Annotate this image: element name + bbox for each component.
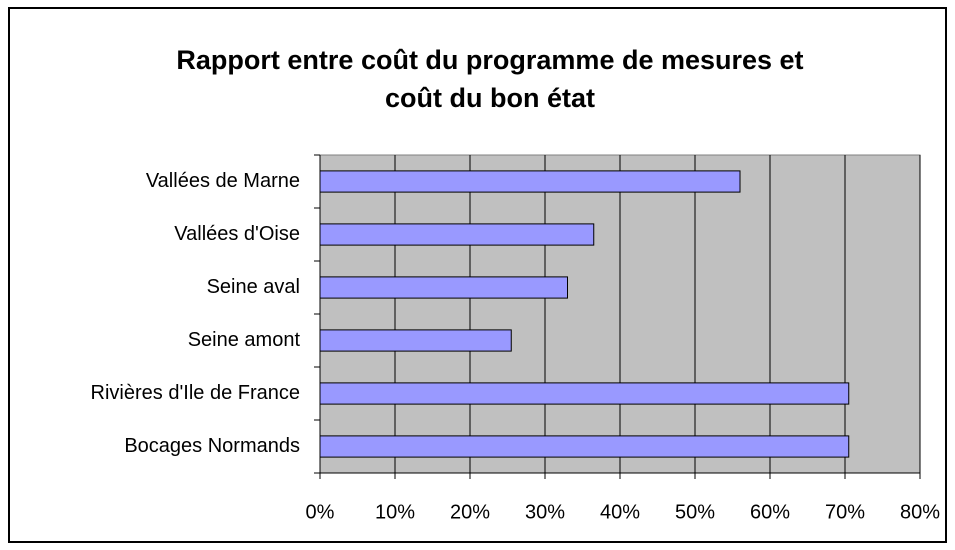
y-tick-label: Vallées d'Oise bbox=[174, 223, 300, 245]
y-tick-label: Bocages Normands bbox=[124, 435, 300, 457]
bar bbox=[319, 276, 568, 299]
bar bbox=[319, 435, 850, 458]
x-tick-label: 20% bbox=[450, 501, 490, 523]
y-tick-label: Vallées de Marne bbox=[146, 170, 300, 192]
x-tick-label: 40% bbox=[600, 501, 640, 523]
chart-title: Rapport entre coût du programme de mesur… bbox=[176, 45, 803, 75]
x-tick-label: 0% bbox=[306, 501, 335, 523]
y-tick-label: Rivières d'Ile de France bbox=[91, 382, 300, 404]
bar bbox=[319, 223, 595, 246]
x-tick-label: 10% bbox=[375, 501, 415, 523]
bar bbox=[319, 382, 850, 405]
bar bbox=[319, 170, 741, 193]
chart-title: coût du bon état bbox=[385, 83, 595, 113]
x-tick-label: 80% bbox=[900, 501, 940, 523]
x-tick-label: 60% bbox=[750, 501, 790, 523]
x-tick-label: 70% bbox=[825, 501, 865, 523]
y-tick-label: Seine amont bbox=[188, 329, 301, 351]
x-tick-label: 30% bbox=[525, 501, 565, 523]
x-tick-label: 50% bbox=[675, 501, 715, 523]
y-tick-label: Seine aval bbox=[207, 276, 300, 298]
bar bbox=[319, 329, 512, 352]
